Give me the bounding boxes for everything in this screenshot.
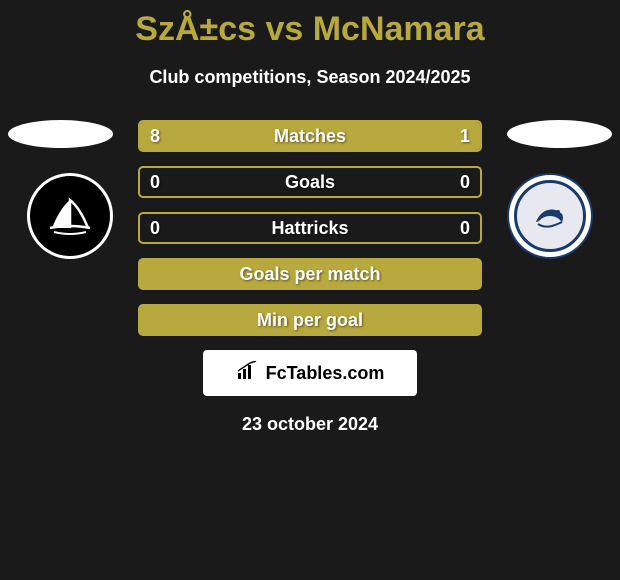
stat-row-mpg: Min per goal	[138, 304, 482, 336]
stat-value-right: 1	[460, 122, 470, 150]
team-logo-right	[500, 172, 600, 260]
chart-icon	[236, 361, 260, 386]
stat-row-matches: 8 Matches 1	[138, 120, 482, 152]
oval-decoration-right	[507, 120, 612, 148]
oval-decoration-left	[8, 120, 113, 148]
stat-label: Hattricks	[140, 214, 480, 242]
plymouth-logo-icon	[27, 173, 113, 259]
stat-value-right: 0	[460, 168, 470, 196]
subtitle: Club competitions, Season 2024/2025	[0, 67, 620, 88]
brand-text: FcTables.com	[266, 363, 385, 384]
stats-container: 8 Matches 1 0 Goals 0 0 Hattricks 0 Goal…	[138, 120, 482, 336]
stat-row-goals: 0 Goals 0	[138, 166, 482, 198]
stat-value-right: 0	[460, 214, 470, 242]
stat-label: Matches	[140, 122, 480, 150]
brand-badge[interactable]: FcTables.com	[203, 350, 417, 396]
millwall-logo-icon	[507, 173, 593, 259]
date-label: 23 october 2024	[0, 414, 620, 435]
team-logo-left	[20, 172, 120, 260]
stat-label: Min per goal	[140, 306, 480, 334]
comparison-area: 8 Matches 1 0 Goals 0 0 Hattricks 0 Goal…	[0, 120, 620, 435]
stat-row-gpm: Goals per match	[138, 258, 482, 290]
page-title: SzÅ±cs vs McNamara	[0, 0, 620, 49]
stat-row-hattricks: 0 Hattricks 0	[138, 212, 482, 244]
stat-label: Goals	[140, 168, 480, 196]
stat-label: Goals per match	[140, 260, 480, 288]
